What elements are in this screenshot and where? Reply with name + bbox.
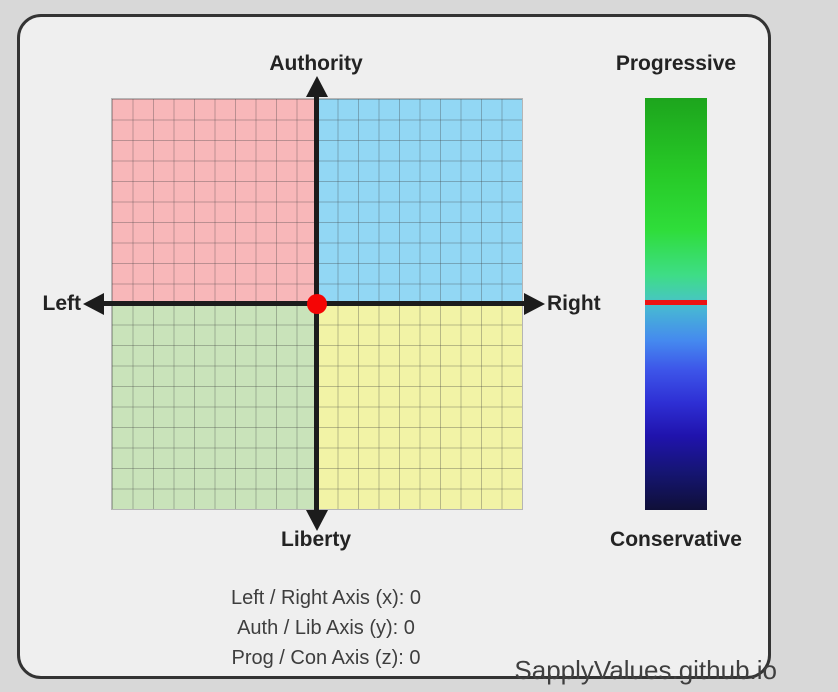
arrow-up-icon xyxy=(306,76,328,97)
authority-axis-label: Authority xyxy=(269,52,363,75)
y-axis-score: Auth / Lib Axis (y): 0 xyxy=(237,617,415,639)
right-axis-label: Right xyxy=(547,292,601,315)
prog-con-marker xyxy=(645,300,707,305)
liberty-axis-label: Liberty xyxy=(280,528,352,551)
quadrant-auth-left xyxy=(112,99,317,304)
user-position-dot xyxy=(307,294,327,314)
axis-scores: Left / Right Axis (x): 0 Auth / Lib Axis… xyxy=(231,583,421,673)
quadrant-auth-right xyxy=(317,99,522,304)
result-card: Authority Liberty Left Right Progressive… xyxy=(17,14,777,685)
site-watermark: SapplyValues.github.io xyxy=(514,655,777,685)
quadrant-lib-left xyxy=(112,304,317,509)
quadrant-lib-right xyxy=(317,304,522,509)
progressive-label: Progressive xyxy=(615,52,737,75)
arrow-left-icon xyxy=(83,293,104,315)
arrow-right-icon xyxy=(524,293,545,315)
left-axis-label: Left xyxy=(42,292,82,315)
arrow-down-icon xyxy=(306,510,328,531)
conservative-label: Conservative xyxy=(610,528,742,551)
z-axis-score: Prog / Con Axis (z): 0 xyxy=(231,647,421,669)
political-compass xyxy=(111,98,523,510)
x-axis-score: Left / Right Axis (x): 0 xyxy=(230,587,422,609)
